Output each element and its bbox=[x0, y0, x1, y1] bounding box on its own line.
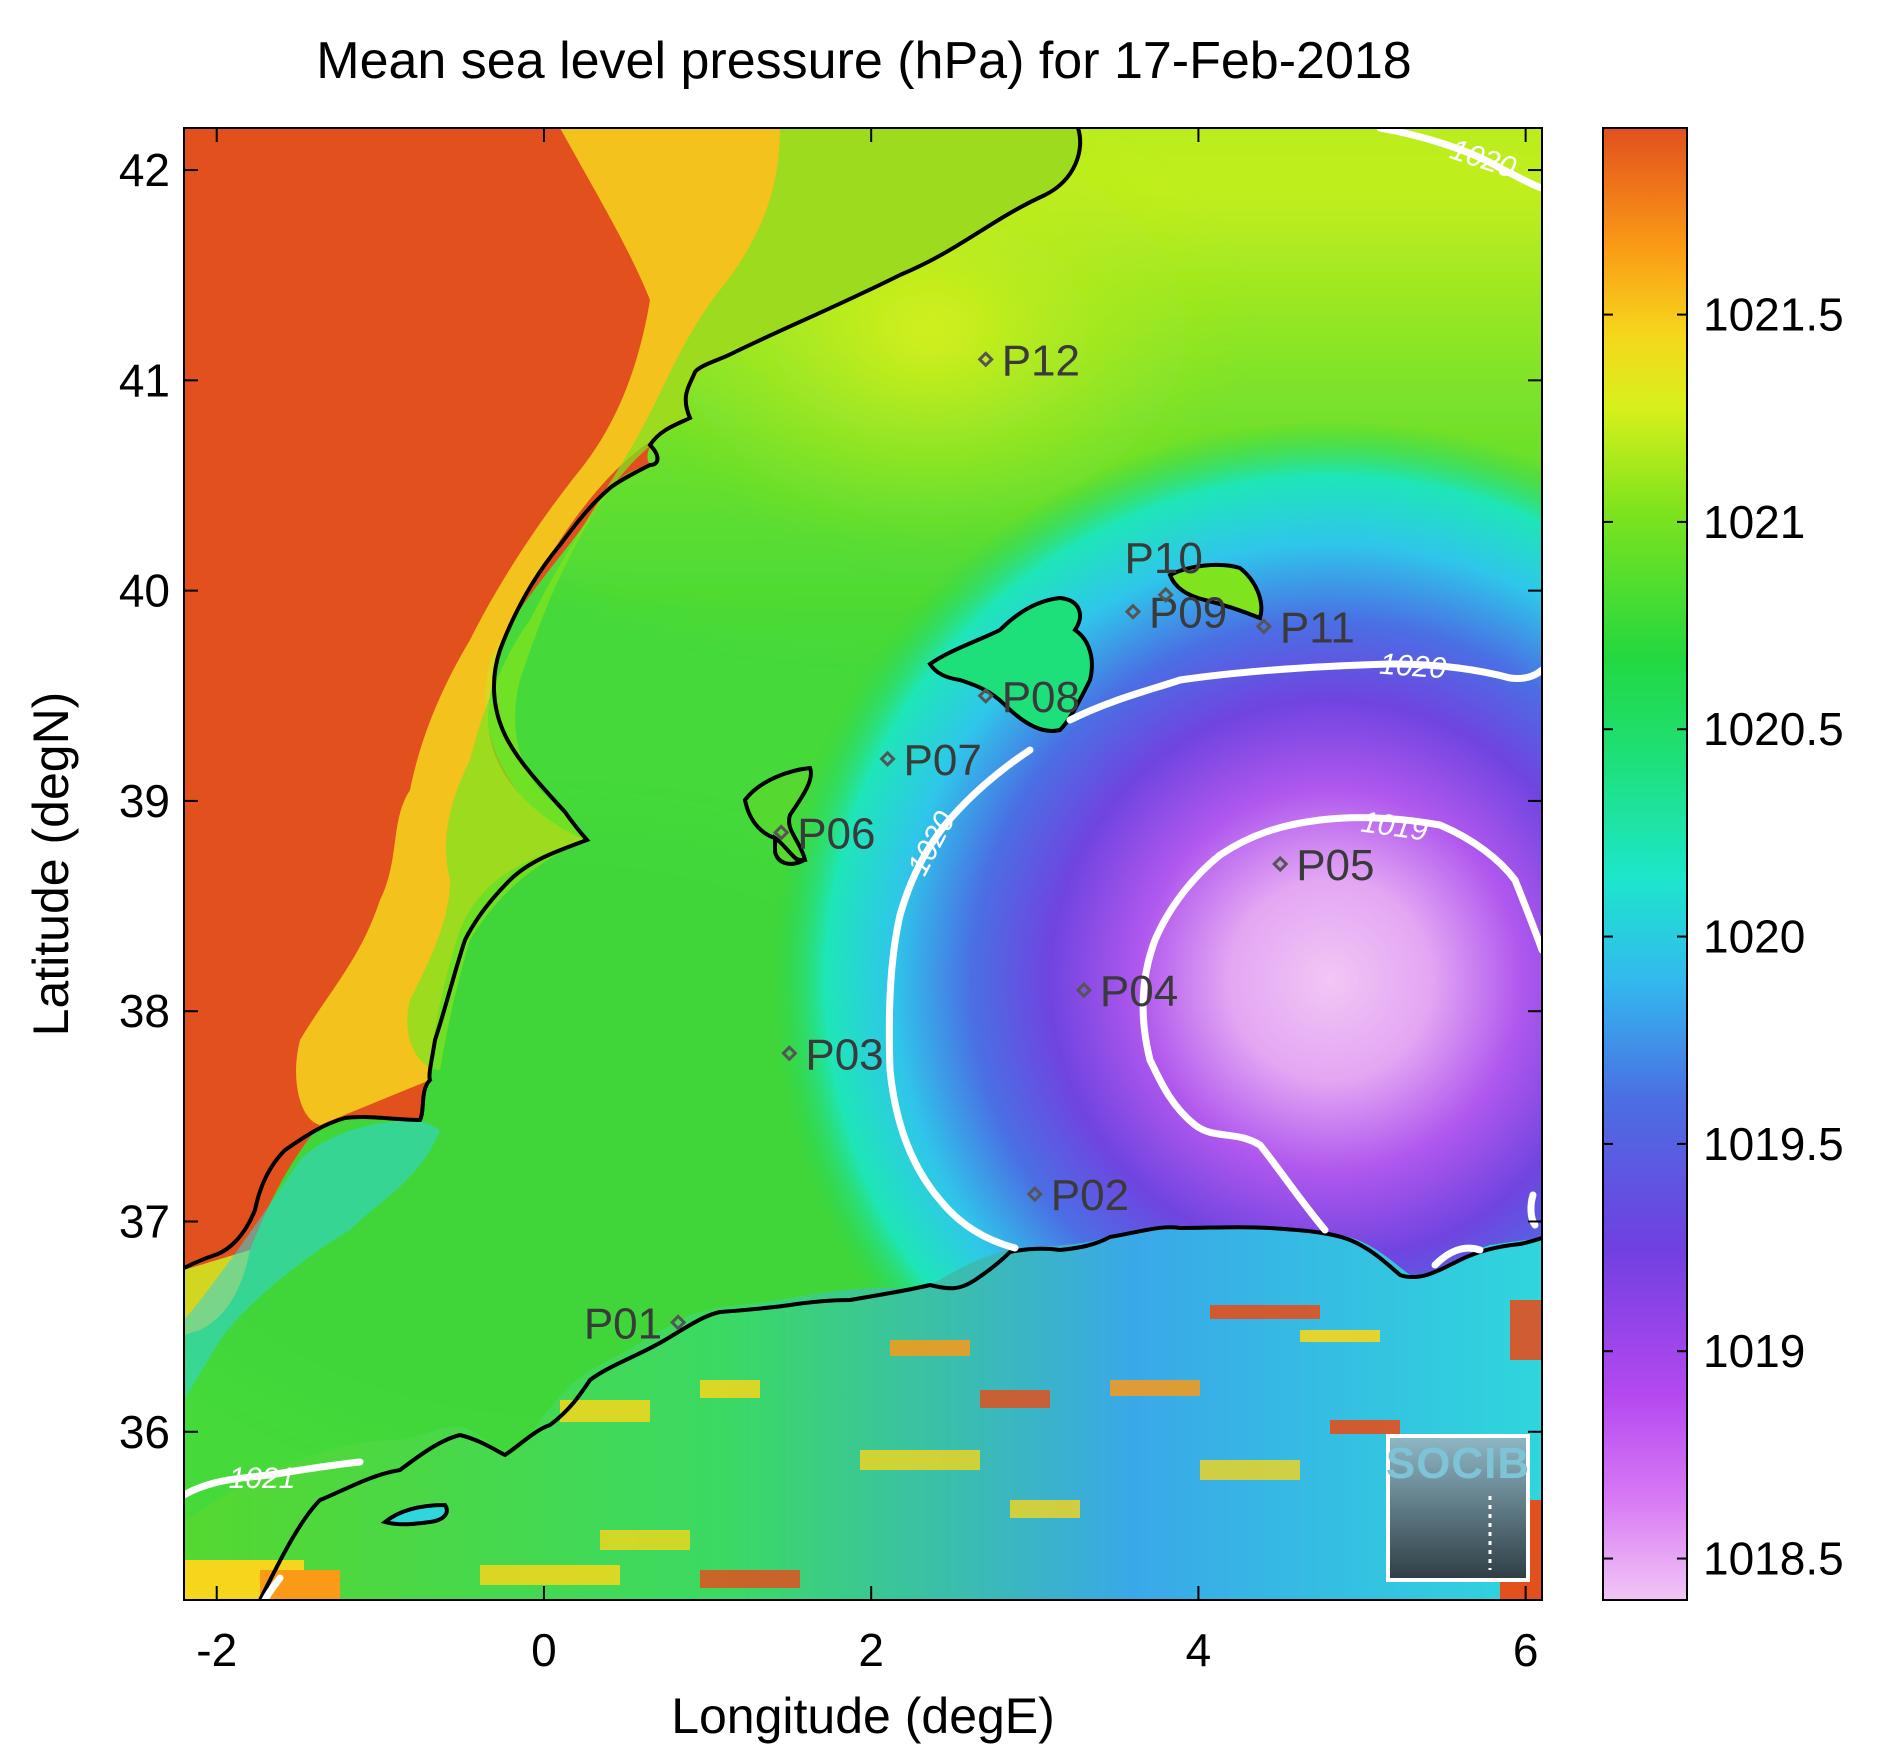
station-label: P10 bbox=[1125, 534, 1203, 583]
station-marker bbox=[669, 1314, 687, 1331]
station-marker bbox=[1157, 586, 1174, 603]
colorbar-tick-label: 1019 bbox=[1703, 1325, 1805, 1377]
station-label: P01 bbox=[584, 1299, 662, 1348]
isobar-east-fragment bbox=[1527, 1191, 1539, 1229]
isobar-1019-small bbox=[1431, 1244, 1484, 1269]
colorbar-tick-label: 1020 bbox=[1703, 911, 1805, 963]
station-marker bbox=[879, 750, 896, 767]
contour-label-1020-east: 1020 bbox=[1378, 648, 1447, 686]
station-marker bbox=[1124, 603, 1142, 620]
chart-title: Mean sea level pressure (hPa) for 17-Feb… bbox=[316, 32, 1411, 90]
colorbar bbox=[1602, 127, 1688, 1601]
station-marker bbox=[1075, 982, 1093, 999]
station-marker bbox=[1255, 618, 1272, 635]
alboran-island bbox=[380, 1502, 449, 1527]
station-label: P11 bbox=[1280, 603, 1355, 652]
plot-frame bbox=[183, 127, 1543, 1601]
station-marker bbox=[1272, 855, 1289, 873]
isobar-contours bbox=[184, 128, 1542, 1600]
station-label: P07 bbox=[904, 736, 982, 785]
y-axis-label: Latitude (degN) bbox=[23, 692, 79, 1037]
isobar-southwest bbox=[261, 1574, 284, 1600]
station-marker bbox=[977, 687, 994, 704]
colorbar-tick-label: 1018.5 bbox=[1703, 1533, 1844, 1585]
colorbar-ticks: 1018.5 1019 1019.5 1020 1020.5 1021 1021.5 bbox=[1603, 289, 1844, 1585]
x-tick-label: 6 bbox=[1513, 1624, 1539, 1676]
station-label: P05 bbox=[1296, 841, 1374, 890]
southeast-iberia-low-land bbox=[184, 1120, 440, 1400]
x-tick-label: 4 bbox=[1186, 1624, 1212, 1676]
y-tick-label: 39 bbox=[119, 775, 170, 827]
x-tick-label: 2 bbox=[858, 1624, 884, 1676]
station-label: P08 bbox=[1002, 673, 1080, 722]
map-plot-area: 1020 1020 1020 1019 1021 P01P02P03P04P05… bbox=[184, 128, 1542, 1600]
station-marker bbox=[773, 824, 790, 841]
isobar-1020-north bbox=[1376, 128, 1542, 192]
contour-label-1021: 1021 bbox=[229, 1462, 296, 1495]
station-label: P06 bbox=[797, 809, 875, 858]
y-axis: 36 37 38 39 40 41 42 bbox=[119, 144, 1542, 1458]
menorca-island bbox=[1167, 562, 1264, 621]
isobar-1020-main bbox=[885, 660, 1542, 1252]
isobar-1019 bbox=[1139, 814, 1542, 1234]
y-tick-label: 37 bbox=[119, 1195, 170, 1247]
station-marker bbox=[781, 1045, 798, 1062]
station-label: P04 bbox=[1100, 967, 1178, 1016]
north-africa-coastline bbox=[258, 1225, 1542, 1600]
north-africa-land bbox=[184, 1225, 1542, 1600]
colorbar-tick-label: 1021.5 bbox=[1703, 289, 1844, 341]
isobar-1021 bbox=[184, 1458, 364, 1499]
station-label: P02 bbox=[1051, 1171, 1129, 1220]
x-tick-label: -2 bbox=[196, 1624, 237, 1676]
x-axis: -2 0 2 4 6 bbox=[196, 128, 1538, 1676]
formentera-island bbox=[773, 834, 805, 866]
colorbar-tick-label: 1020.5 bbox=[1703, 703, 1844, 755]
station-marker bbox=[977, 351, 994, 368]
y-tick-label: 36 bbox=[119, 1406, 170, 1458]
iberia-coastal-green bbox=[407, 128, 1083, 1070]
y-tick-label: 42 bbox=[119, 144, 170, 196]
station-label: P03 bbox=[805, 1030, 883, 1079]
y-tick-label: 38 bbox=[119, 985, 170, 1037]
y-tick-label: 40 bbox=[119, 565, 170, 617]
y-tick-label: 41 bbox=[119, 354, 170, 406]
socib-logo: SOCIB bbox=[1386, 1434, 1530, 1582]
x-axis-label: Longitude (degE) bbox=[671, 1688, 1055, 1744]
station-label: P12 bbox=[1002, 336, 1080, 385]
x-tick-label: 0 bbox=[531, 1624, 557, 1676]
station-marker bbox=[1026, 1186, 1043, 1203]
socib-logo-text: SOCIB bbox=[1386, 1439, 1530, 1488]
colorbar-tick-label: 1021 bbox=[1703, 496, 1805, 548]
mallorca-island bbox=[927, 595, 1094, 733]
colorbar-tick-label: 1019.5 bbox=[1703, 1118, 1844, 1170]
iberia-coastline bbox=[184, 128, 1083, 1270]
